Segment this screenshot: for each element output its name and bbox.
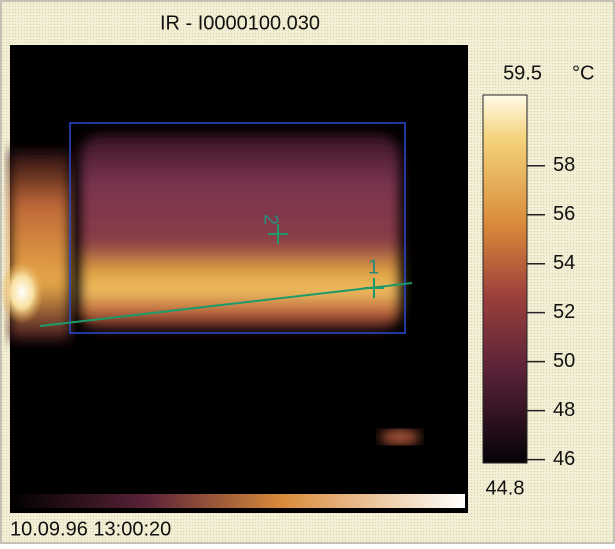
tick-label: 52 bbox=[553, 301, 575, 323]
tick-label: 48 bbox=[553, 399, 575, 421]
tick-label: 46 bbox=[553, 448, 575, 470]
colorbar bbox=[483, 95, 527, 463]
scale-unit: °C bbox=[572, 62, 594, 84]
marker-label: 2 bbox=[260, 214, 282, 225]
thermal-image bbox=[0, 45, 468, 513]
scale-max: 59.5 bbox=[503, 62, 542, 84]
tick-label: 54 bbox=[553, 252, 575, 274]
tick-label: 50 bbox=[553, 350, 575, 372]
timestamp: 10.09.96 13:00:20 bbox=[10, 518, 171, 540]
ir-window: IR - I0000100.030 1 2 59.5 °C 44.8 10.09… bbox=[0, 0, 615, 544]
marker-label: 1 bbox=[368, 256, 379, 278]
tick-label: 58 bbox=[553, 154, 575, 176]
tick-label: 56 bbox=[553, 203, 575, 225]
scale-min: 44.8 bbox=[486, 477, 525, 499]
window-title: IR - I0000100.030 bbox=[160, 12, 320, 34]
